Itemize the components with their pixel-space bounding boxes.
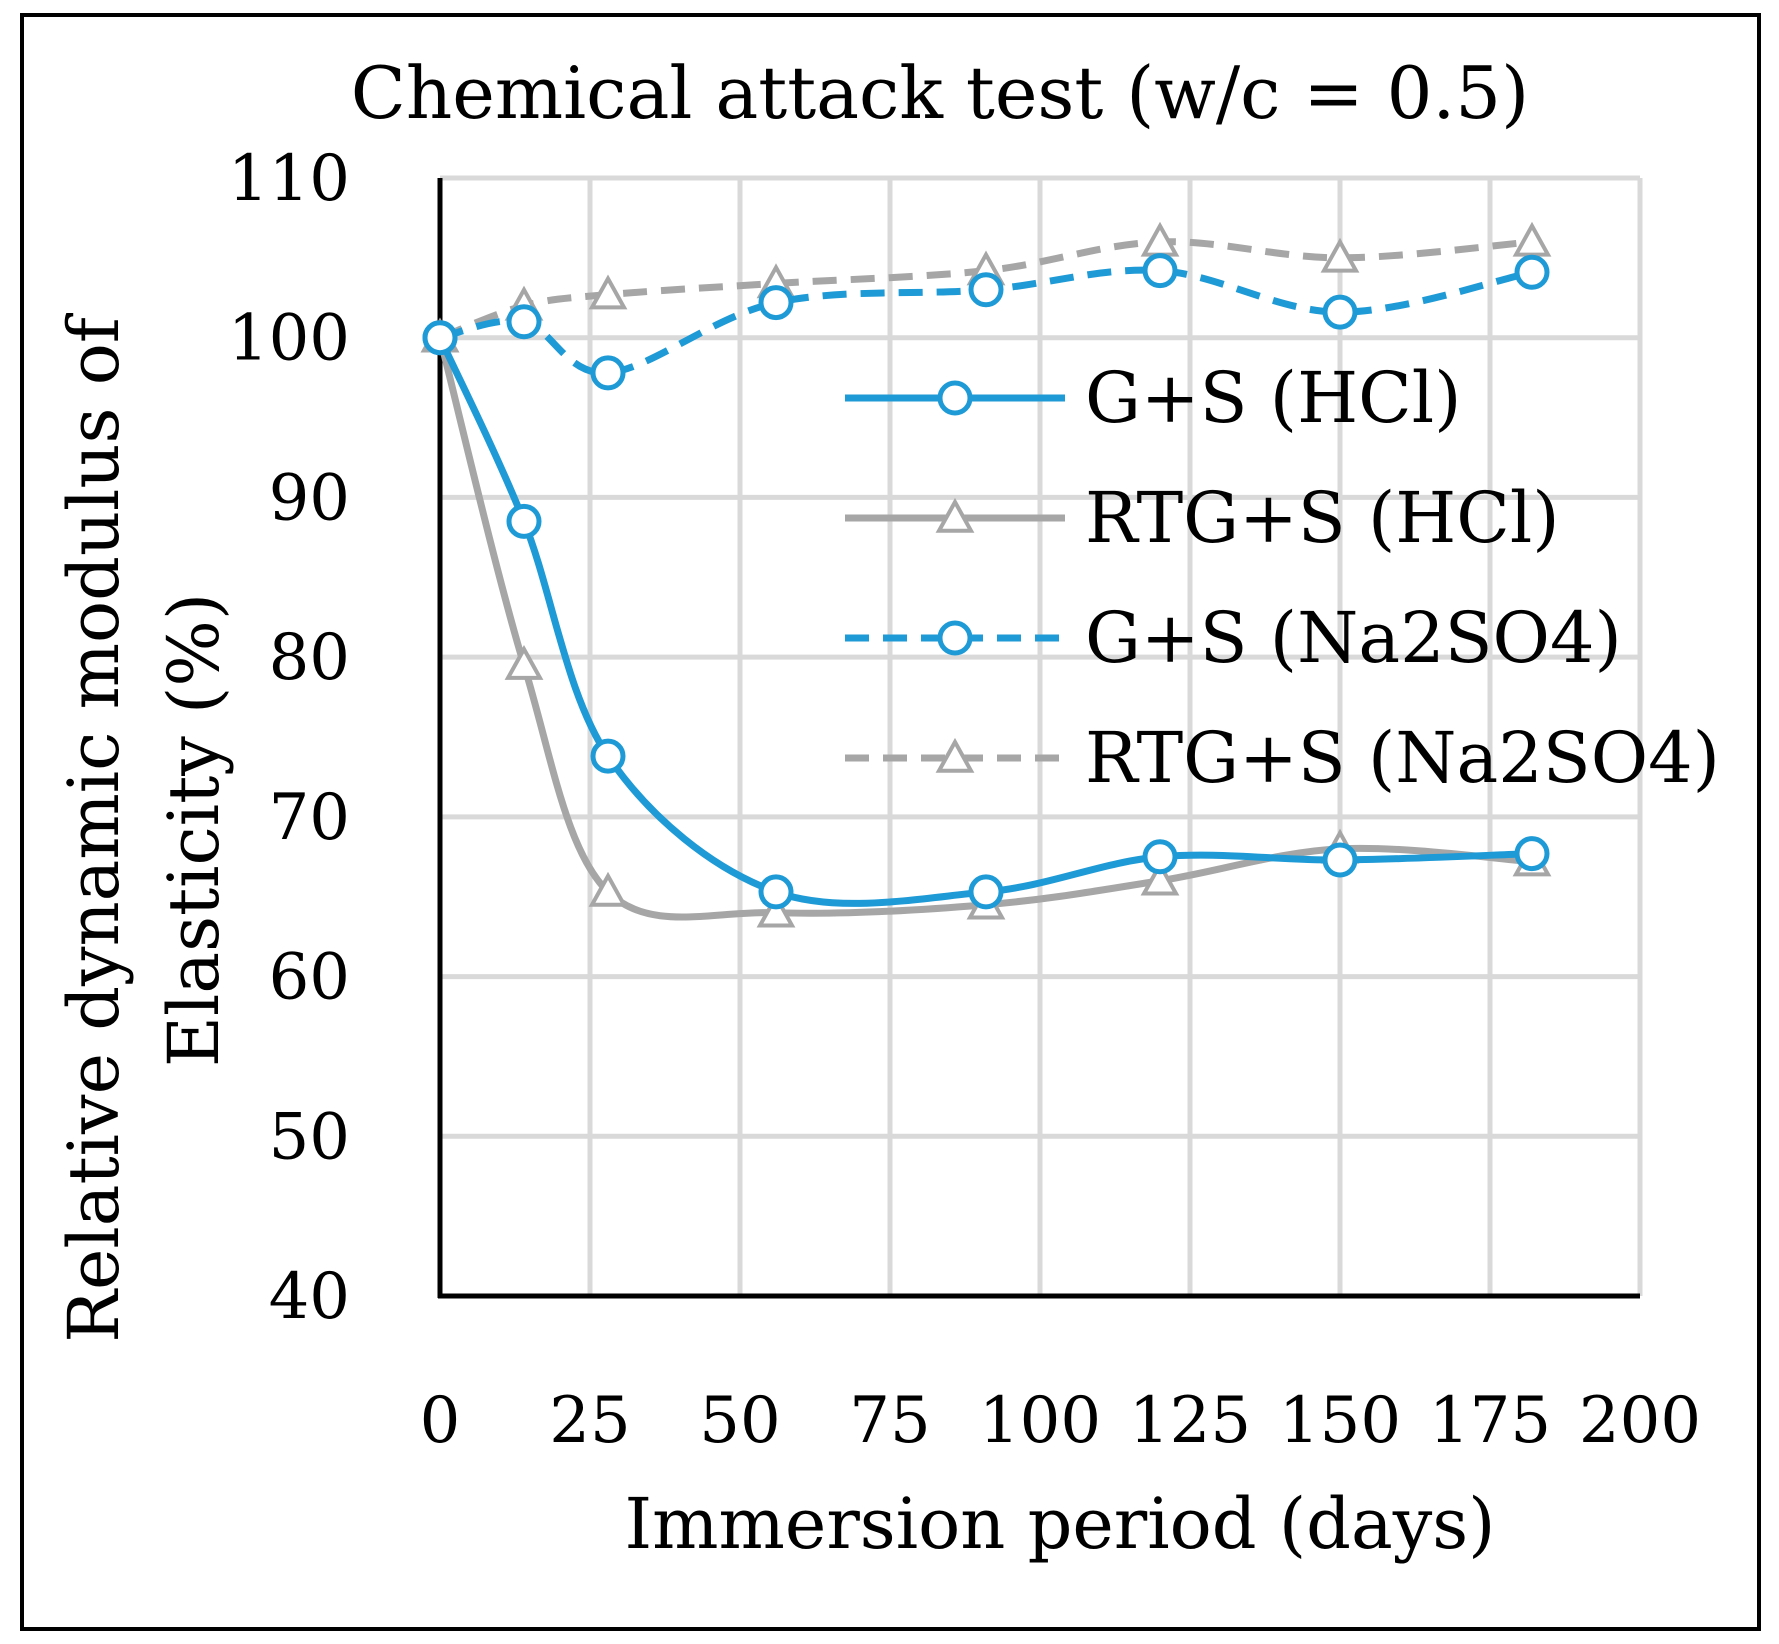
x-tick-label: 125 [1129, 1384, 1251, 1458]
legend-label: G+S (Na2SO4) [1085, 597, 1622, 679]
y-tick-label: 40 [269, 1260, 350, 1334]
data-point [588, 871, 628, 907]
y-tick-label: 50 [269, 1100, 350, 1174]
chart-title: Chemical attack test (w/c = 0.5) [351, 51, 1529, 135]
series-line [439, 266, 1533, 377]
data-point [758, 874, 794, 910]
y-tick-label: 80 [269, 621, 350, 695]
x-axis-title: Immersion period (days) [624, 1483, 1495, 1565]
legend-item: G+S (HCl) [845, 357, 1461, 439]
y-axis-title-line-1: Relative dynamic modulus of [53, 312, 135, 1343]
y-tick-label: 60 [269, 941, 350, 1015]
x-tick-label: 175 [1429, 1384, 1551, 1458]
data-point [1142, 839, 1178, 875]
data-point [756, 892, 796, 928]
tick-labels: 40 50 60 70 80 90 100 110 0 25 50 75 100 125 150 175 200 [228, 142, 1701, 1458]
data-point [590, 355, 626, 391]
series-3 [422, 253, 1550, 391]
data-point [590, 738, 626, 774]
legend-label: G+S (HCl) [1085, 357, 1461, 439]
data-point [422, 320, 458, 356]
x-tick-label: 75 [849, 1384, 930, 1458]
data-point [1514, 836, 1550, 872]
data-series [420, 221, 1552, 928]
x-tick-label: 150 [1279, 1384, 1401, 1458]
legend-swatch-marker [937, 620, 973, 656]
legend-item: RTG+S (HCl) [845, 477, 1560, 559]
series-line [438, 238, 1533, 341]
data-point [588, 274, 628, 310]
x-tick-label: 25 [549, 1384, 630, 1458]
legend-label: RTG+S (HCl) [1085, 477, 1560, 559]
data-point [506, 304, 542, 340]
legend: G+S (HCl) RTG+S (HCl) G+S (Na2SO4) RTG+S (N… [845, 357, 1720, 799]
y-axis-title-line-2: Elasticity (%) [153, 593, 235, 1067]
series-line [436, 336, 1533, 907]
legend-item: G+S (Na2SO4) [845, 597, 1622, 679]
data-point [1512, 221, 1552, 257]
data-point [1142, 253, 1178, 289]
x-tick-label: 50 [699, 1384, 780, 1458]
x-tick-label: 100 [979, 1384, 1101, 1458]
legend-swatch-marker [937, 380, 973, 416]
legend-swatch-marker [935, 737, 975, 773]
y-axis-title: Relative dynamic modulus of Elasticity (… [53, 312, 235, 1343]
x-tick-label: 0 [420, 1384, 461, 1458]
data-point [506, 503, 542, 539]
data-point [1322, 842, 1358, 878]
data-point [1514, 254, 1550, 290]
data-point [1140, 860, 1180, 896]
series-1 [422, 320, 1550, 910]
data-point [758, 285, 794, 321]
x-tick-label: 200 [1579, 1384, 1701, 1458]
y-tick-label: 70 [269, 781, 350, 855]
legend-label: RTG+S (Na2SO4) [1085, 717, 1720, 799]
y-tick-label: 110 [228, 142, 350, 216]
data-point [1322, 294, 1358, 330]
grid [440, 175, 1643, 1296]
legend-swatch-marker [935, 497, 975, 533]
data-point [968, 272, 1004, 308]
axes [437, 178, 1640, 1299]
y-tick-label: 100 [228, 302, 350, 376]
data-point [968, 874, 1004, 910]
legend-item: RTG+S (Na2SO4) [845, 717, 1720, 799]
data-point [1320, 237, 1360, 273]
data-point [504, 645, 544, 680]
y-tick-label: 90 [269, 461, 350, 535]
